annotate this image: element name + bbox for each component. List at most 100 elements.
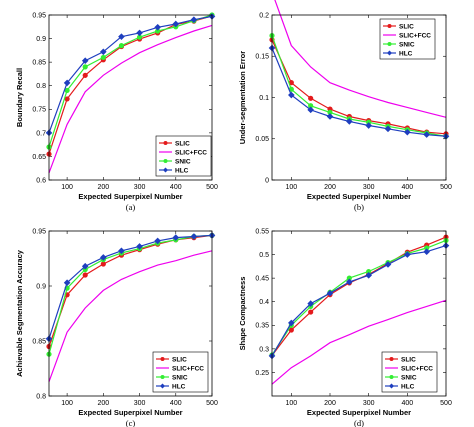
- series-line-slic-fcc: [48, 250, 213, 382]
- data-point: [190, 233, 198, 240]
- y-tick-label: 0.9: [36, 283, 46, 290]
- x-tick-label: 300: [363, 184, 375, 191]
- legend-entry: HLC: [175, 167, 189, 174]
- data-point: [172, 234, 180, 241]
- data-point: [100, 254, 107, 261]
- data-point: [118, 247, 125, 255]
- x-axis-label: Expected Superpixel Number: [307, 192, 411, 201]
- y-tick-label: 0.85: [32, 338, 46, 345]
- data-point: [82, 64, 88, 70]
- data-point: [308, 309, 314, 315]
- legend-entry: SNIC: [175, 158, 191, 165]
- data-point: [100, 54, 106, 61]
- x-tick-label: 300: [134, 184, 146, 191]
- y-tick-label: 0.65: [32, 154, 46, 161]
- data-point: [63, 279, 71, 287]
- panel-label: (c): [126, 418, 136, 427]
- data-point: [326, 289, 334, 297]
- data-point: [346, 278, 353, 286]
- data-point: [384, 125, 392, 133]
- data-point: [288, 91, 295, 99]
- data-point: [404, 128, 411, 136]
- y-tick-label: 0.25: [255, 370, 269, 377]
- y-tick-label: 0.75: [32, 107, 46, 114]
- chart-panel-1: 0.6 0.65 0.7 0.75 0.8 0.85 0.9 0.95 100 200 300 400…: [15, 12, 218, 212]
- y-tick-label: 0.15: [255, 54, 269, 61]
- data-point: [100, 261, 106, 267]
- y-axis-label: Under-segmentation Error: [238, 51, 247, 144]
- x-tick-label: 500: [440, 400, 452, 407]
- data-point: [423, 131, 430, 138]
- data-point: [64, 87, 70, 94]
- y-axis-label: Achievable Segmentation Accuracy: [15, 249, 24, 377]
- legend-marker: [387, 24, 392, 28]
- legend-marker: [160, 375, 165, 379]
- data-point: [288, 319, 295, 327]
- data-point: [81, 262, 89, 270]
- panel-label: (d): [354, 418, 364, 427]
- series-line-hlc: [48, 234, 213, 339]
- axes-frame: [271, 230, 447, 397]
- data-point: [423, 248, 430, 256]
- data-point: [172, 20, 180, 28]
- legend-marker: [387, 42, 392, 46]
- series-line-hlc: [271, 47, 447, 137]
- data-point: [136, 243, 143, 250]
- x-axis-label: Expected Superpixel Number: [78, 192, 182, 201]
- legend-entry: SLIC+FCC: [399, 32, 431, 39]
- legend: SLIC SLIC+FCC SNIC HLC: [155, 135, 212, 177]
- y-tick-label: 0.5: [259, 252, 269, 259]
- y-tick-label: 0.55: [255, 228, 269, 235]
- legend-marker: [387, 50, 392, 56]
- legend-entry: HLC: [401, 383, 415, 390]
- legend-marker: [389, 375, 394, 379]
- data-point: [63, 79, 71, 87]
- x-tick-label: 200: [97, 184, 109, 191]
- series-line-slic: [48, 234, 213, 347]
- series-line-snic: [271, 35, 447, 137]
- x-tick-label: 200: [324, 400, 336, 407]
- legend-entry: SLIC+FCC: [172, 365, 204, 372]
- data-point: [190, 16, 198, 24]
- y-tick-label: 0.35: [255, 323, 269, 330]
- data-point: [288, 327, 294, 333]
- x-tick-label: 400: [401, 400, 413, 407]
- y-tick-label: 0.95: [32, 12, 46, 19]
- x-tick-label: 100: [61, 400, 73, 407]
- y-tick-label: 0.9: [36, 36, 46, 43]
- legend-marker: [163, 159, 168, 163]
- y-tick-label: 0.95: [32, 228, 46, 235]
- legend-entry: SNIC: [401, 374, 417, 381]
- legend-marker: [160, 357, 165, 361]
- data-point: [346, 118, 353, 125]
- legend-entry: SLIC+FCC: [401, 365, 433, 372]
- y-tick-label: 0.85: [32, 60, 46, 67]
- legend-entry: SNIC: [172, 374, 188, 381]
- legend: SLIC SLIC+FCC SNIC HLC: [379, 18, 436, 60]
- y-tick-label: 0: [265, 177, 269, 184]
- y-tick-label: 0.05: [255, 136, 269, 143]
- data-point: [326, 113, 334, 120]
- data-point: [81, 57, 89, 65]
- x-tick-label: 100: [61, 184, 73, 191]
- series-line-slic: [48, 15, 213, 155]
- series-line-snic: [48, 14, 213, 148]
- data-point: [82, 272, 88, 278]
- series-line-snic: [271, 239, 447, 356]
- legend: SLIC SLIC+FCC SNIC HLC: [152, 351, 209, 393]
- series-line-slic: [271, 39, 447, 135]
- x-tick-label: 100: [285, 400, 297, 407]
- legend-marker: [163, 167, 168, 173]
- data-point: [307, 106, 314, 114]
- panel-label: (b): [354, 202, 364, 212]
- y-tick-label: 0.4: [259, 299, 269, 306]
- x-tick-label: 100: [285, 184, 297, 191]
- data-point: [365, 122, 372, 129]
- data-point: [308, 95, 314, 101]
- panel-label: (a): [126, 202, 136, 212]
- legend-marker: [163, 141, 168, 145]
- x-tick-label: 500: [440, 184, 452, 191]
- x-axis-label: Expected Superpixel Number: [307, 408, 411, 417]
- y-tick-label: 0.2: [259, 12, 269, 19]
- y-tick-label: 0.8: [36, 393, 46, 400]
